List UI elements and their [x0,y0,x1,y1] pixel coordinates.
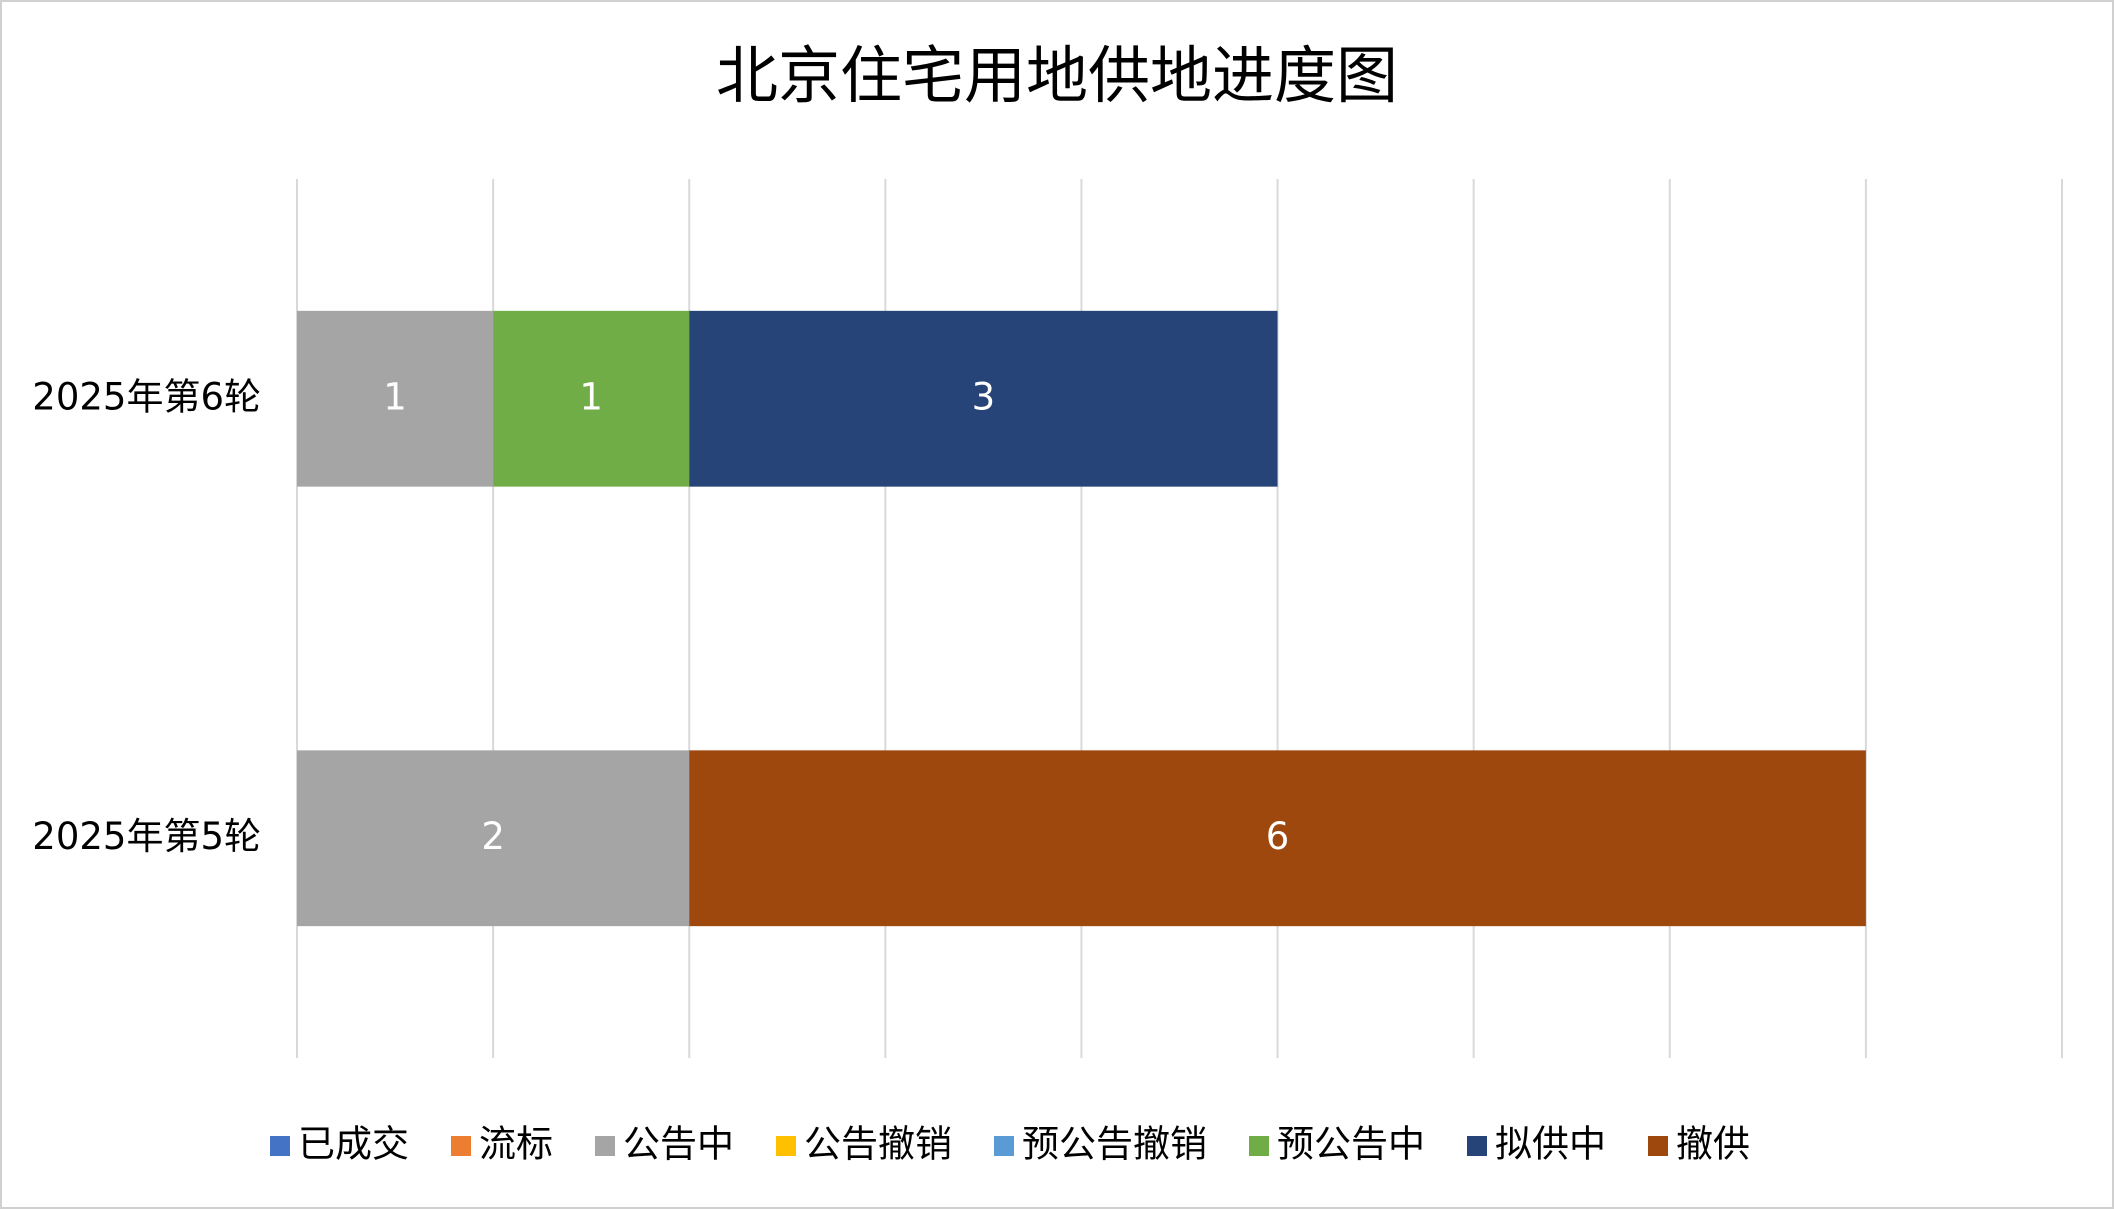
legend-swatch [451,1136,471,1156]
legend-label: 撤供 [1676,1123,1750,1166]
y-tick-label: 2025年第6轮 [32,375,261,418]
legend-label: 流标 [479,1123,553,1166]
bar-segment [297,750,690,927]
bar-segment [689,310,1278,487]
legend-swatch [595,1136,615,1156]
legend-label: 已成交 [298,1123,409,1166]
legend-swatch [1249,1136,1269,1156]
legend-label: 预公告中 [1277,1123,1425,1166]
chart-title: 北京住宅用地供地进度图 [716,39,1398,112]
legend-swatch [1467,1136,1487,1156]
data-label: 1 [579,375,603,418]
legend-swatch [1648,1136,1668,1156]
y-tick-label: 2025年第5轮 [32,815,261,858]
legend-label: 预公告撤销 [1022,1123,1207,1166]
data-label: 3 [972,375,996,418]
legend-label: 拟供中 [1495,1123,1606,1166]
bar-segment [493,310,690,487]
legend-swatch [270,1136,290,1156]
bar-segment [689,750,1866,927]
legend-label: 公告中 [623,1123,734,1166]
legend-label: 公告撤销 [804,1123,952,1166]
data-label: 1 [383,375,407,418]
bar-segment [297,310,494,487]
data-label: 6 [1266,815,1290,858]
legend-swatch [776,1136,796,1156]
legend-swatch [994,1136,1014,1156]
data-label: 2 [481,815,505,858]
